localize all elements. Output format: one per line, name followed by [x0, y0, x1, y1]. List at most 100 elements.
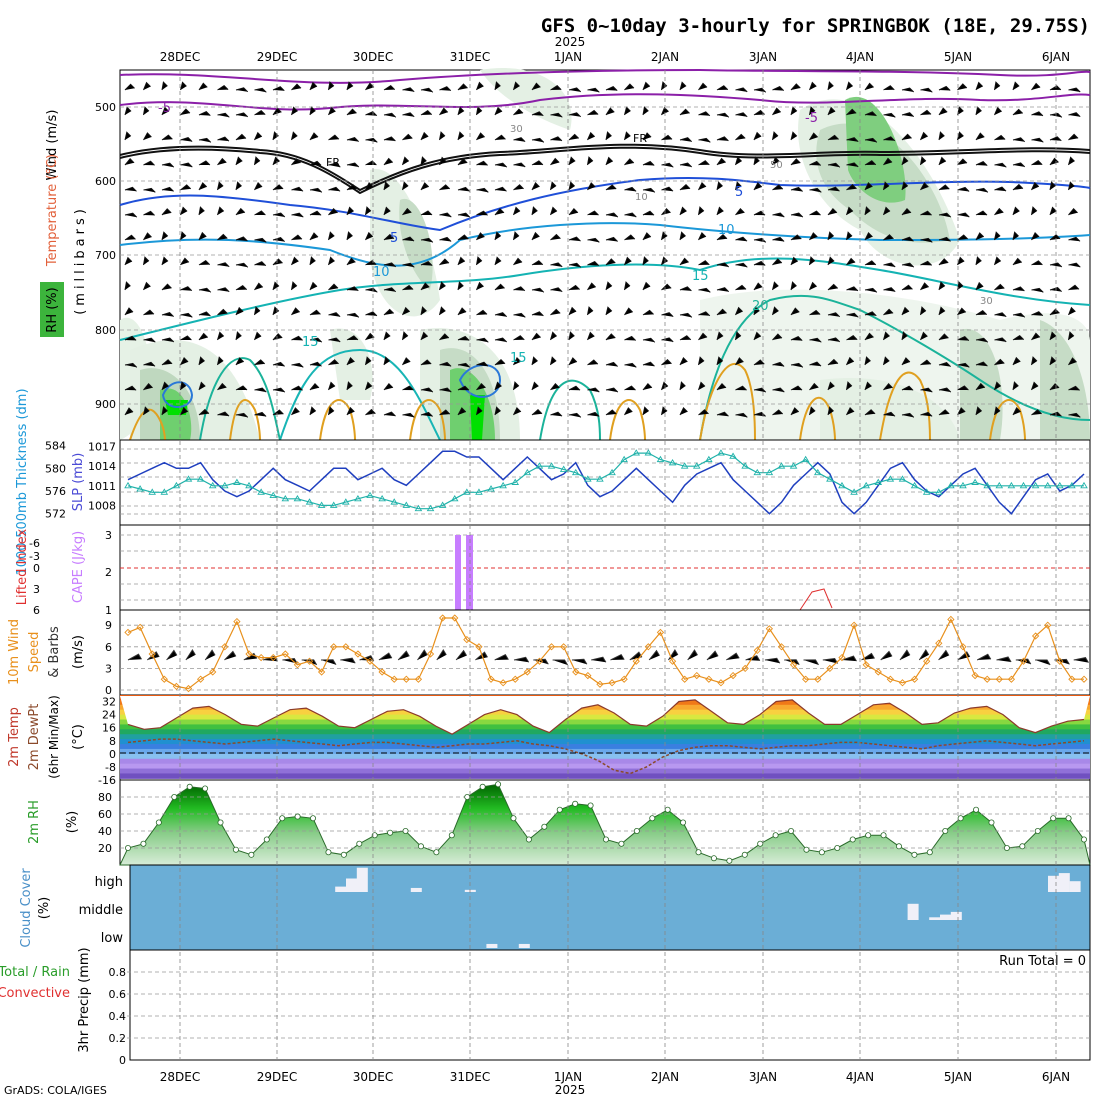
wind-barb	[661, 186, 674, 192]
wind-barb	[217, 411, 230, 417]
surface-wind-barb	[552, 659, 569, 666]
wind-barb	[402, 112, 415, 118]
wind-marker	[572, 668, 580, 676]
wind-barb	[365, 182, 374, 191]
wind-barb	[790, 212, 804, 218]
cape-bars	[455, 535, 473, 610]
wind-barb	[938, 306, 946, 316]
year-label-top: 2025	[555, 35, 586, 49]
wind-barb	[735, 284, 747, 291]
wind-barb	[272, 237, 285, 242]
wind-barb	[402, 87, 415, 93]
wind-barb	[716, 287, 730, 293]
tick-label: 800	[95, 324, 116, 337]
surface-wind-barb	[185, 648, 196, 661]
wind-marker	[814, 675, 822, 683]
wind-barb	[531, 260, 544, 266]
wind-barb	[846, 406, 855, 416]
slp-marker	[354, 494, 362, 502]
wind-barb	[235, 306, 244, 316]
wind-barb	[457, 281, 464, 291]
wind-marker	[971, 671, 979, 680]
wind-barb	[568, 357, 578, 366]
rh-marker	[279, 815, 286, 822]
wind-barb	[124, 335, 137, 341]
rh-marker	[942, 828, 949, 835]
wind-barb	[772, 107, 782, 116]
rh-marker	[572, 800, 579, 807]
tick-label: 700	[95, 249, 116, 262]
wind-barb	[938, 85, 951, 91]
slp-marker	[826, 475, 834, 482]
rh-marker	[263, 836, 270, 843]
cape-bar	[455, 535, 461, 610]
wind-barb	[161, 312, 174, 317]
wind-barb	[605, 333, 616, 341]
wind-barb	[180, 108, 191, 116]
wind-barb	[494, 162, 508, 168]
wind-barb	[587, 156, 594, 166]
slp-marker	[959, 481, 967, 489]
wind-barb	[550, 382, 560, 391]
wind-barb	[365, 356, 372, 366]
slp-marker	[390, 498, 399, 505]
cape-axis: 3 2 1	[105, 529, 112, 617]
wind-barb	[975, 232, 985, 241]
wind-barb	[180, 335, 192, 341]
wind-barb	[920, 109, 932, 116]
date-label-top: 30DEC	[353, 50, 393, 64]
wind-barb	[809, 210, 821, 216]
wind-barb	[772, 131, 779, 141]
wind-barb	[846, 312, 859, 318]
wind-barb	[642, 132, 652, 141]
wind-barb	[661, 337, 674, 343]
wind-marker	[1080, 675, 1088, 683]
date-label-bottom: 6JAN	[1042, 1070, 1070, 1084]
wind-marker	[233, 617, 241, 626]
wind-barb	[550, 308, 561, 316]
slp-marker	[547, 462, 556, 469]
wind-barb	[568, 207, 579, 216]
wind-barb	[143, 210, 155, 216]
wind-barb	[420, 387, 434, 393]
rh2m-panel: 80 60 40 20 2m RH (%)	[27, 779, 1091, 866]
wind-barb	[235, 156, 243, 166]
cloud-level-high: high	[95, 875, 123, 890]
wind-barb	[772, 281, 779, 291]
wind-barb	[753, 260, 766, 266]
wind-barb	[864, 287, 878, 293]
wind-barb	[476, 256, 483, 266]
wind-barb	[402, 331, 409, 341]
rh-marker	[710, 855, 717, 862]
wind-barb	[161, 381, 169, 391]
wind-barb	[254, 156, 261, 166]
tick-label: 0.8	[109, 966, 127, 979]
rh-marker	[973, 806, 980, 813]
tick-label: 0.2	[109, 1032, 127, 1045]
wind-barb	[864, 381, 872, 391]
wind-barb	[883, 331, 890, 341]
wind-barb	[254, 282, 264, 291]
wind-barb	[753, 131, 762, 141]
wind-barb	[1049, 181, 1056, 191]
wind-barb	[901, 133, 912, 141]
rh-marker	[402, 828, 409, 835]
cloud-bar	[356, 867, 368, 892]
wind-barb	[309, 210, 322, 216]
wind-barb	[365, 160, 377, 166]
wind-marker	[402, 675, 410, 683]
surface-wind-barb	[417, 649, 428, 661]
wind-barb	[328, 106, 336, 116]
slp-marker	[620, 455, 628, 463]
wind-barb	[920, 260, 933, 266]
slp-marker	[124, 481, 132, 489]
wind-marker	[245, 650, 253, 658]
wind-barb	[143, 81, 151, 91]
tick-label: 576	[45, 485, 66, 498]
wind-speed-markers	[124, 614, 1088, 693]
wind-barb	[753, 156, 760, 166]
surface-wind-barb	[1073, 657, 1089, 663]
wind-barb	[328, 162, 341, 168]
tick-label: 3	[33, 583, 40, 596]
surface-wind-barb	[1035, 659, 1051, 666]
